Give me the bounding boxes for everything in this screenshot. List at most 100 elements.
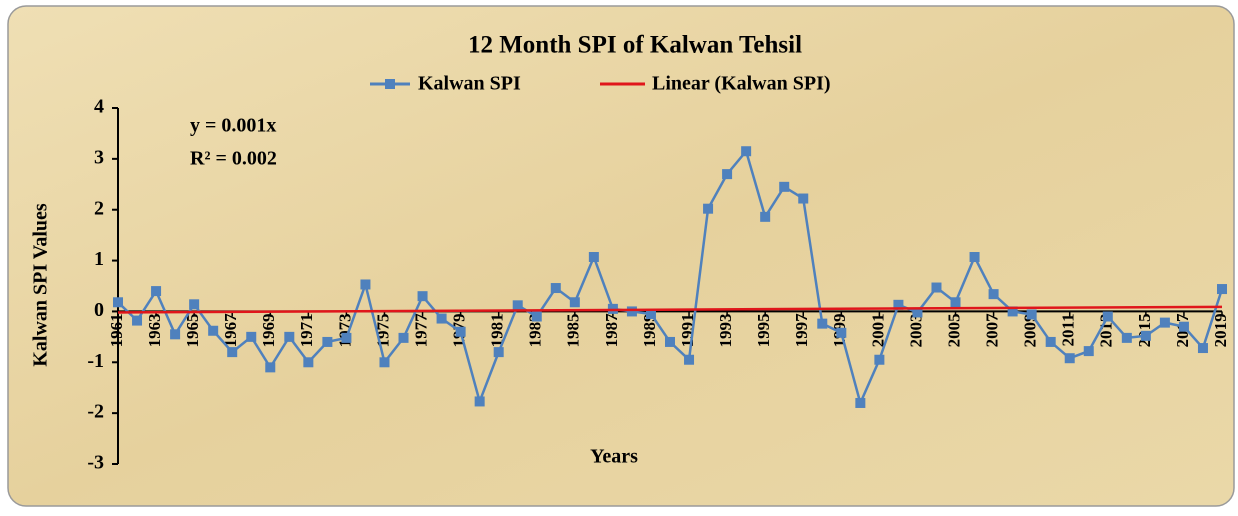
point-marker <box>1007 306 1018 317</box>
x-tick-label: 1987 <box>602 313 621 348</box>
point-marker <box>855 397 866 408</box>
annotation: R² = 0.002 <box>190 148 277 170</box>
point-marker <box>684 354 695 365</box>
y-tick-label: -2 <box>87 401 104 423</box>
x-tick-label: 1971 <box>297 313 316 347</box>
x-tick-label: 1963 <box>145 313 164 347</box>
point-marker <box>1083 346 1094 357</box>
x-axis-title: Years <box>590 446 638 468</box>
point-marker <box>1197 343 1208 354</box>
point-marker <box>569 297 580 308</box>
y-tick-label: -1 <box>87 350 104 372</box>
point-marker <box>874 354 885 365</box>
point-marker <box>360 279 371 290</box>
point-marker <box>1045 336 1056 347</box>
chart-title: 12 Month SPI of Kalwan Tehsil <box>468 32 802 59</box>
point-marker <box>798 193 809 204</box>
point-marker <box>779 181 790 192</box>
point-marker <box>1140 330 1151 341</box>
point-marker <box>417 291 428 302</box>
point-marker <box>322 336 333 347</box>
point-marker <box>665 336 675 347</box>
point-marker <box>531 311 542 322</box>
x-tick-label: 1997 <box>792 313 811 348</box>
point-marker <box>1026 309 1037 320</box>
x-tick-label: 2019 <box>1211 313 1230 347</box>
x-tick-label: 1969 <box>259 313 278 347</box>
point-marker <box>379 357 390 368</box>
point-marker <box>1178 321 1189 332</box>
point-marker <box>151 286 162 297</box>
point-marker <box>113 297 123 308</box>
point-marker <box>284 331 295 342</box>
point-marker <box>227 347 238 358</box>
legend-label: Kalwan SPI <box>418 73 521 95</box>
x-tick-label: 2015 <box>1135 313 1154 347</box>
y-tick-label: 0 <box>94 299 104 321</box>
point-marker <box>836 327 847 338</box>
x-tick-label: 1977 <box>411 313 430 348</box>
x-tick-label: 2011 <box>1059 313 1078 346</box>
point-marker <box>246 331 257 342</box>
legend-marker <box>385 79 395 89</box>
x-tick-label: 1985 <box>564 313 583 347</box>
x-tick-label: 1995 <box>754 313 773 347</box>
point-marker <box>303 357 314 368</box>
point-marker <box>645 308 656 319</box>
x-tick-label: 2003 <box>906 313 925 347</box>
background <box>7 5 1235 507</box>
trend-line <box>117 305 1223 314</box>
x-tick-label: 1965 <box>183 313 202 347</box>
x-tick-label: 1993 <box>716 313 735 347</box>
point-marker <box>265 362 276 373</box>
x-tick-label: 2005 <box>944 313 963 347</box>
point-marker <box>1121 332 1132 343</box>
point-marker <box>1102 311 1113 322</box>
point-marker <box>817 318 828 329</box>
point-marker <box>341 332 352 343</box>
point-marker <box>950 297 961 308</box>
point-marker <box>912 307 923 318</box>
point-marker <box>208 325 219 336</box>
x-tick-label: 2007 <box>982 313 1001 348</box>
x-tick-label: 1989 <box>640 313 659 347</box>
y-tick-label: -3 <box>87 452 104 474</box>
legend-label: Linear (Kalwan SPI) <box>652 73 831 95</box>
point-marker <box>493 347 504 358</box>
point-marker <box>170 329 181 340</box>
point-marker <box>988 289 999 300</box>
point-marker <box>626 306 637 317</box>
x-tick-label: 2009 <box>1021 313 1040 347</box>
point-marker <box>132 315 143 326</box>
x-tick-label: 1961 <box>107 313 126 347</box>
point-marker <box>1217 284 1227 295</box>
point-marker <box>474 396 485 407</box>
point-marker <box>760 211 771 222</box>
y-tick-label: 3 <box>94 146 104 168</box>
y-tick-label: 1 <box>94 248 104 270</box>
point-marker <box>969 252 980 263</box>
point-marker <box>893 299 904 310</box>
point-marker <box>703 203 714 214</box>
point-marker <box>550 283 561 294</box>
y-axis-title: Kalwan SPI Values <box>30 203 52 367</box>
point-marker <box>931 282 942 293</box>
x-tick-label: 1967 <box>221 313 240 348</box>
point-marker <box>398 332 409 343</box>
point-marker <box>1064 353 1075 364</box>
x-tick-label: 2001 <box>868 313 887 347</box>
x-tick-label: 1983 <box>526 313 545 347</box>
point-marker <box>1159 317 1170 328</box>
point-marker <box>722 169 733 180</box>
y-tick-label: 4 <box>94 96 104 118</box>
point-marker <box>741 146 752 157</box>
point-marker <box>189 299 200 310</box>
y-tick-label: 2 <box>94 197 104 219</box>
point-marker <box>588 252 599 263</box>
point-marker <box>436 313 447 324</box>
point-marker <box>455 326 466 337</box>
x-tick-label: 1981 <box>488 313 507 347</box>
annotation: y = 0.001x <box>190 115 276 137</box>
point-marker <box>512 300 523 311</box>
